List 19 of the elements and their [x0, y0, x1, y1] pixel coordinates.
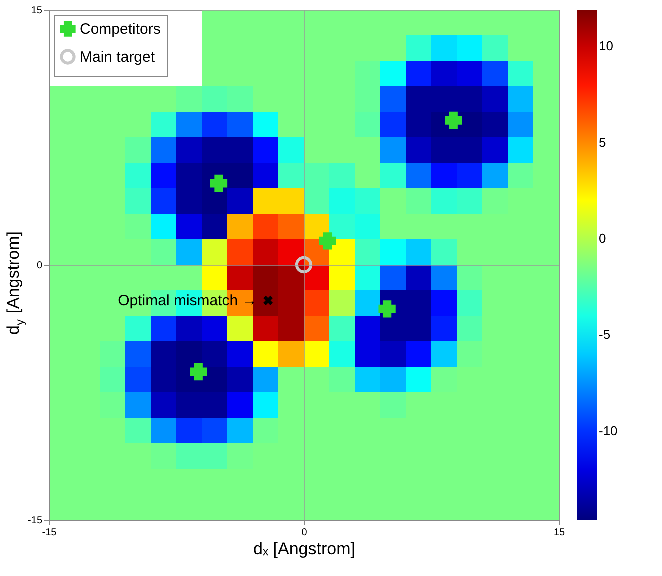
color-bar-label: 10 [599, 38, 614, 54]
point [445, 112, 462, 130]
point [319, 232, 336, 250]
y-tick-label: 15 [31, 6, 43, 16]
x-tick-label: -15 [42, 528, 58, 538]
x-tick-label: 15 [554, 528, 566, 538]
color-bar-label: 5 [599, 134, 606, 150]
point [190, 364, 208, 381]
legend-label: Competitors [80, 21, 161, 38]
x-tick-label: 0 [302, 528, 308, 538]
color-bar-label: -10 [599, 423, 618, 438]
color-bar-label: 0 [599, 231, 606, 246]
x-axis-title: dₓ [Angstrom] [254, 540, 356, 558]
point [295, 256, 313, 274]
legend-label: Main target [80, 49, 156, 66]
y-tick-label: 0 [36, 260, 43, 272]
color-bar-label: -5 [599, 327, 611, 342]
y-axis-title: dy [Angstrom] [4, 232, 27, 335]
y-tick-label: -15 [28, 516, 43, 526]
